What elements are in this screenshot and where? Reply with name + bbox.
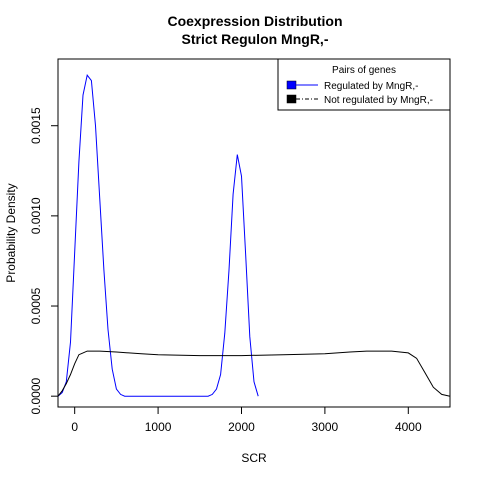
y-tick-label: 0.0010 [29, 197, 43, 234]
x-tick-label: 1000 [145, 420, 172, 434]
legend-label-regulated: Regulated by MngR,- [324, 81, 419, 92]
legend: Pairs of genes Regulated by MngR,- Not r… [277, 58, 451, 111]
plot-frame [57, 58, 451, 408]
x-axis-label: SCR [241, 451, 267, 465]
chart-title: Coexpression Distribution [167, 13, 342, 29]
y-tick-label: 0.0015 [29, 107, 43, 144]
x-tick-label: 3000 [312, 420, 339, 434]
y-axis: 0.0000 0.0005 0.0010 0.0015 [29, 107, 58, 415]
y-tick-label: 0.0000 [29, 378, 43, 415]
series-line-1 [57, 350, 451, 397]
series-line-0 [57, 74, 259, 397]
x-axis: 0 1000 2000 3000 4000 [71, 407, 422, 434]
chart-subtitle: Strict Regulon MngR,- [182, 31, 329, 47]
legend-box [277, 58, 451, 111]
y-axis-label: Probability Density [4, 183, 18, 282]
legend-swatch-regulated [286, 80, 297, 90]
y-tick-label: 0.0005 [29, 287, 43, 324]
x-tick-label: 0 [71, 420, 78, 434]
x-tick-label: 2000 [228, 420, 255, 434]
x-tick-label: 4000 [395, 420, 422, 434]
legend-swatch-not-regulated [286, 94, 297, 104]
series-layer [57, 74, 451, 397]
legend-label-not-regulated: Not regulated by MngR,- [324, 95, 433, 106]
legend-title: Pairs of genes [332, 65, 396, 76]
